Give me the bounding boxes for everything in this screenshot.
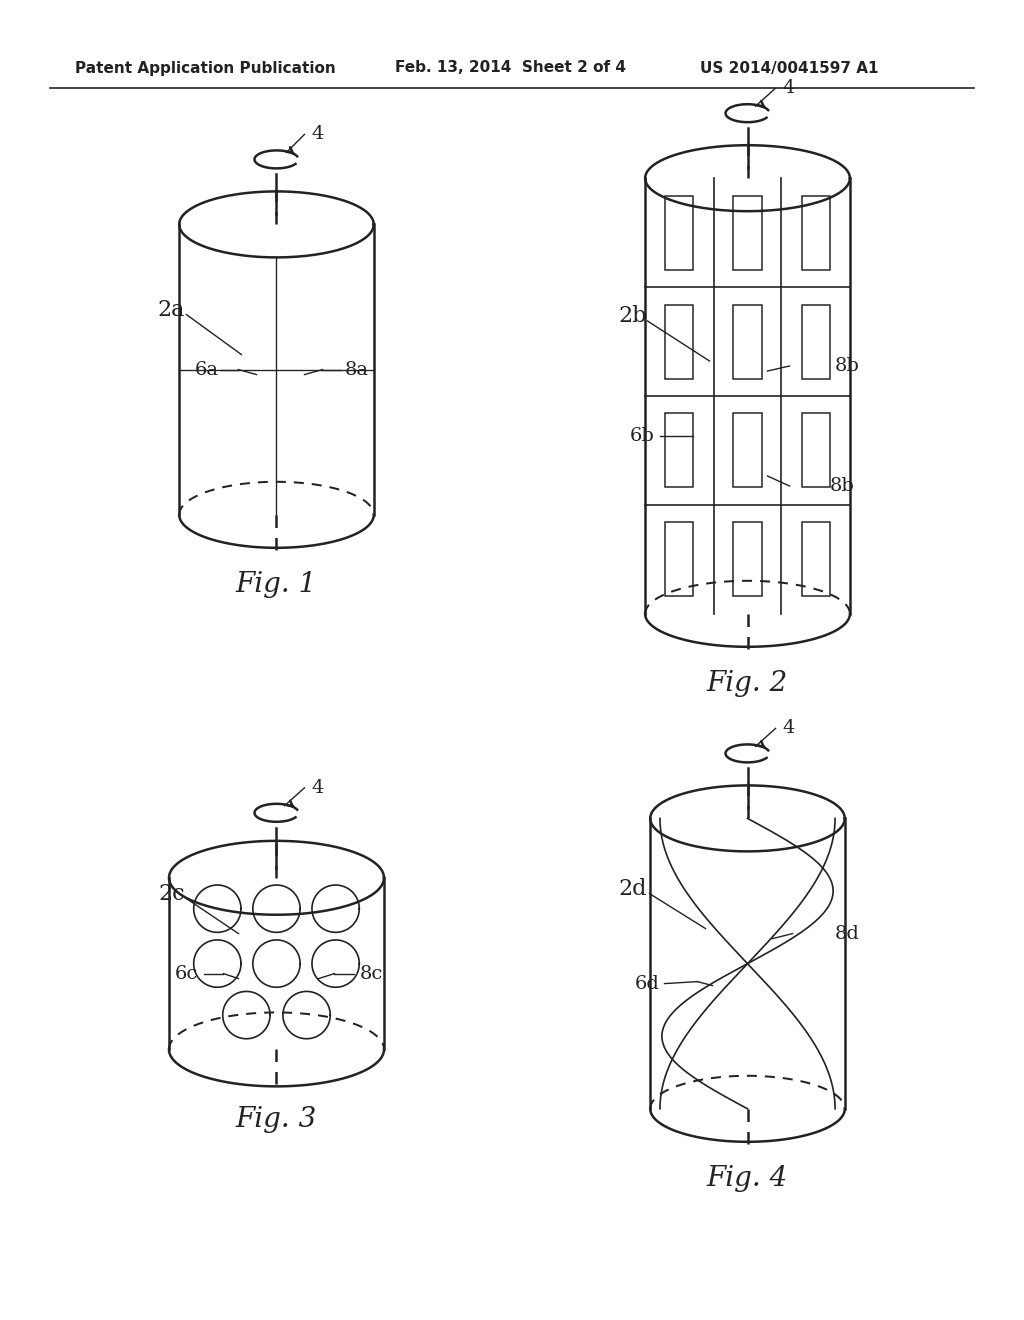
Text: 6a: 6a <box>195 360 218 379</box>
Bar <box>802 305 830 379</box>
Bar <box>665 305 693 379</box>
Bar <box>733 305 762 379</box>
Text: Fig. 3: Fig. 3 <box>236 1106 317 1133</box>
Text: 8b: 8b <box>836 356 860 375</box>
Text: Feb. 13, 2014  Sheet 2 of 4: Feb. 13, 2014 Sheet 2 of 4 <box>395 61 626 75</box>
Text: 8d: 8d <box>836 924 860 942</box>
Text: 2c: 2c <box>158 883 184 904</box>
Polygon shape <box>169 841 384 1049</box>
Text: 2a: 2a <box>158 298 185 321</box>
Text: US 2014/0041597 A1: US 2014/0041597 A1 <box>700 61 879 75</box>
Text: Fig. 4: Fig. 4 <box>707 1166 788 1192</box>
Text: 2d: 2d <box>618 878 647 900</box>
Bar <box>665 195 693 269</box>
Text: 8c: 8c <box>359 965 383 982</box>
Text: 2b: 2b <box>618 305 647 327</box>
Text: 4: 4 <box>311 125 324 144</box>
Bar <box>665 413 693 487</box>
Bar <box>733 413 762 487</box>
Text: 8a: 8a <box>344 360 369 379</box>
Text: 4: 4 <box>782 79 795 98</box>
Polygon shape <box>645 145 850 614</box>
Bar <box>802 413 830 487</box>
Text: Fig. 2: Fig. 2 <box>707 671 788 697</box>
Text: 6b: 6b <box>630 426 655 445</box>
Text: 6d: 6d <box>635 974 659 993</box>
Bar <box>802 523 830 597</box>
Text: Patent Application Publication: Patent Application Publication <box>75 61 336 75</box>
Bar <box>733 523 762 597</box>
Polygon shape <box>179 191 374 515</box>
Text: 6c: 6c <box>175 965 199 982</box>
Text: 4: 4 <box>311 779 324 797</box>
Text: Fig. 1: Fig. 1 <box>236 572 317 598</box>
Bar <box>665 523 693 597</box>
Text: 8b: 8b <box>830 477 855 495</box>
Bar <box>802 195 830 269</box>
Bar <box>733 195 762 269</box>
Text: 4: 4 <box>782 719 795 738</box>
Polygon shape <box>650 785 845 1109</box>
